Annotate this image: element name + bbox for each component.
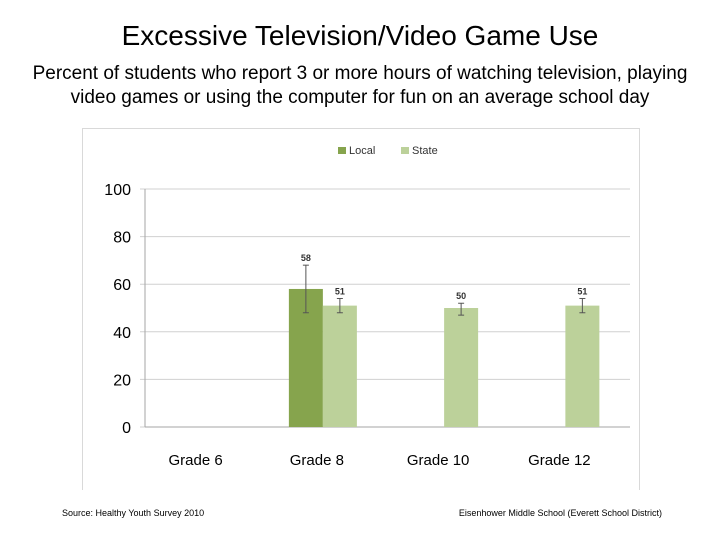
legend-swatch-local	[338, 147, 346, 154]
data-label: 50	[456, 291, 466, 301]
x-tick-label: Grade 8	[290, 452, 344, 469]
source-note: Source: Healthy Youth Survey 2010	[62, 508, 205, 518]
legend-swatch-state	[401, 147, 409, 154]
data-label: 51	[335, 286, 345, 296]
x-tick-label: Grade 6	[169, 452, 223, 469]
legend-label-local: Local	[349, 145, 375, 157]
y-tick-label: 20	[113, 372, 131, 389]
y-tick-label: 0	[122, 420, 131, 437]
data-label: 51	[577, 286, 587, 296]
bar-state	[565, 305, 600, 427]
x-tick-label: Grade 10	[407, 452, 470, 469]
chart-subtitle: Percent of students who report 3 or more…	[32, 63, 688, 108]
data-label: 58	[301, 253, 311, 263]
y-tick-label: 100	[104, 182, 131, 199]
y-tick-label: 60	[113, 277, 131, 294]
legend-label-state: State	[412, 145, 438, 157]
bar-state	[322, 305, 357, 427]
x-tick-label: Grade 12	[528, 452, 591, 469]
chart-title: Excessive Television/Video Game Use	[121, 20, 599, 51]
y-tick-label: 80	[113, 230, 131, 247]
chart-frame	[82, 128, 640, 490]
y-tick-label: 40	[113, 325, 131, 342]
school-note: Eisenhower Middle School (Everett School…	[458, 508, 662, 518]
bar-state	[444, 308, 479, 427]
